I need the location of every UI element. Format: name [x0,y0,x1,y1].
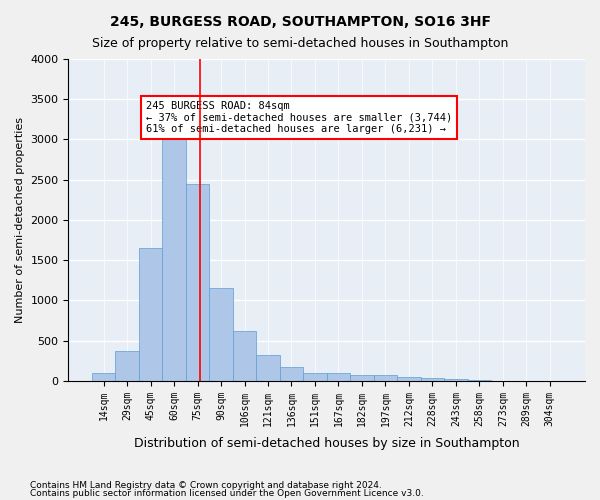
Bar [350,375,374,381]
Text: Contains public sector information licensed under the Open Government Licence v3: Contains public sector information licen… [30,488,424,498]
Text: Size of property relative to semi-detached houses in Southampton: Size of property relative to semi-detach… [92,38,508,51]
Y-axis label: Number of semi-detached properties: Number of semi-detached properties [15,117,25,323]
Bar [209,288,233,381]
Bar [421,378,444,381]
Text: 245 BURGESS ROAD: 84sqm
← 37% of semi-detached houses are smaller (3,744)
61% of: 245 BURGESS ROAD: 84sqm ← 37% of semi-de… [146,101,452,134]
Bar [92,373,115,381]
Bar [256,355,280,381]
Text: 245, BURGESS ROAD, SOUTHAMPTON, SO16 3HF: 245, BURGESS ROAD, SOUTHAMPTON, SO16 3HF [110,15,491,29]
Bar [374,375,397,381]
Bar [233,330,256,381]
Bar [444,380,467,381]
Bar [186,184,209,381]
X-axis label: Distribution of semi-detached houses by size in Southampton: Distribution of semi-detached houses by … [134,437,520,450]
Bar [163,128,186,381]
Bar [303,373,327,381]
Bar [327,373,350,381]
Bar [280,367,303,381]
Bar [467,380,491,381]
Text: Contains HM Land Registry data © Crown copyright and database right 2024.: Contains HM Land Registry data © Crown c… [30,481,382,490]
Bar [115,350,139,381]
Bar [397,377,421,381]
Bar [139,248,163,381]
